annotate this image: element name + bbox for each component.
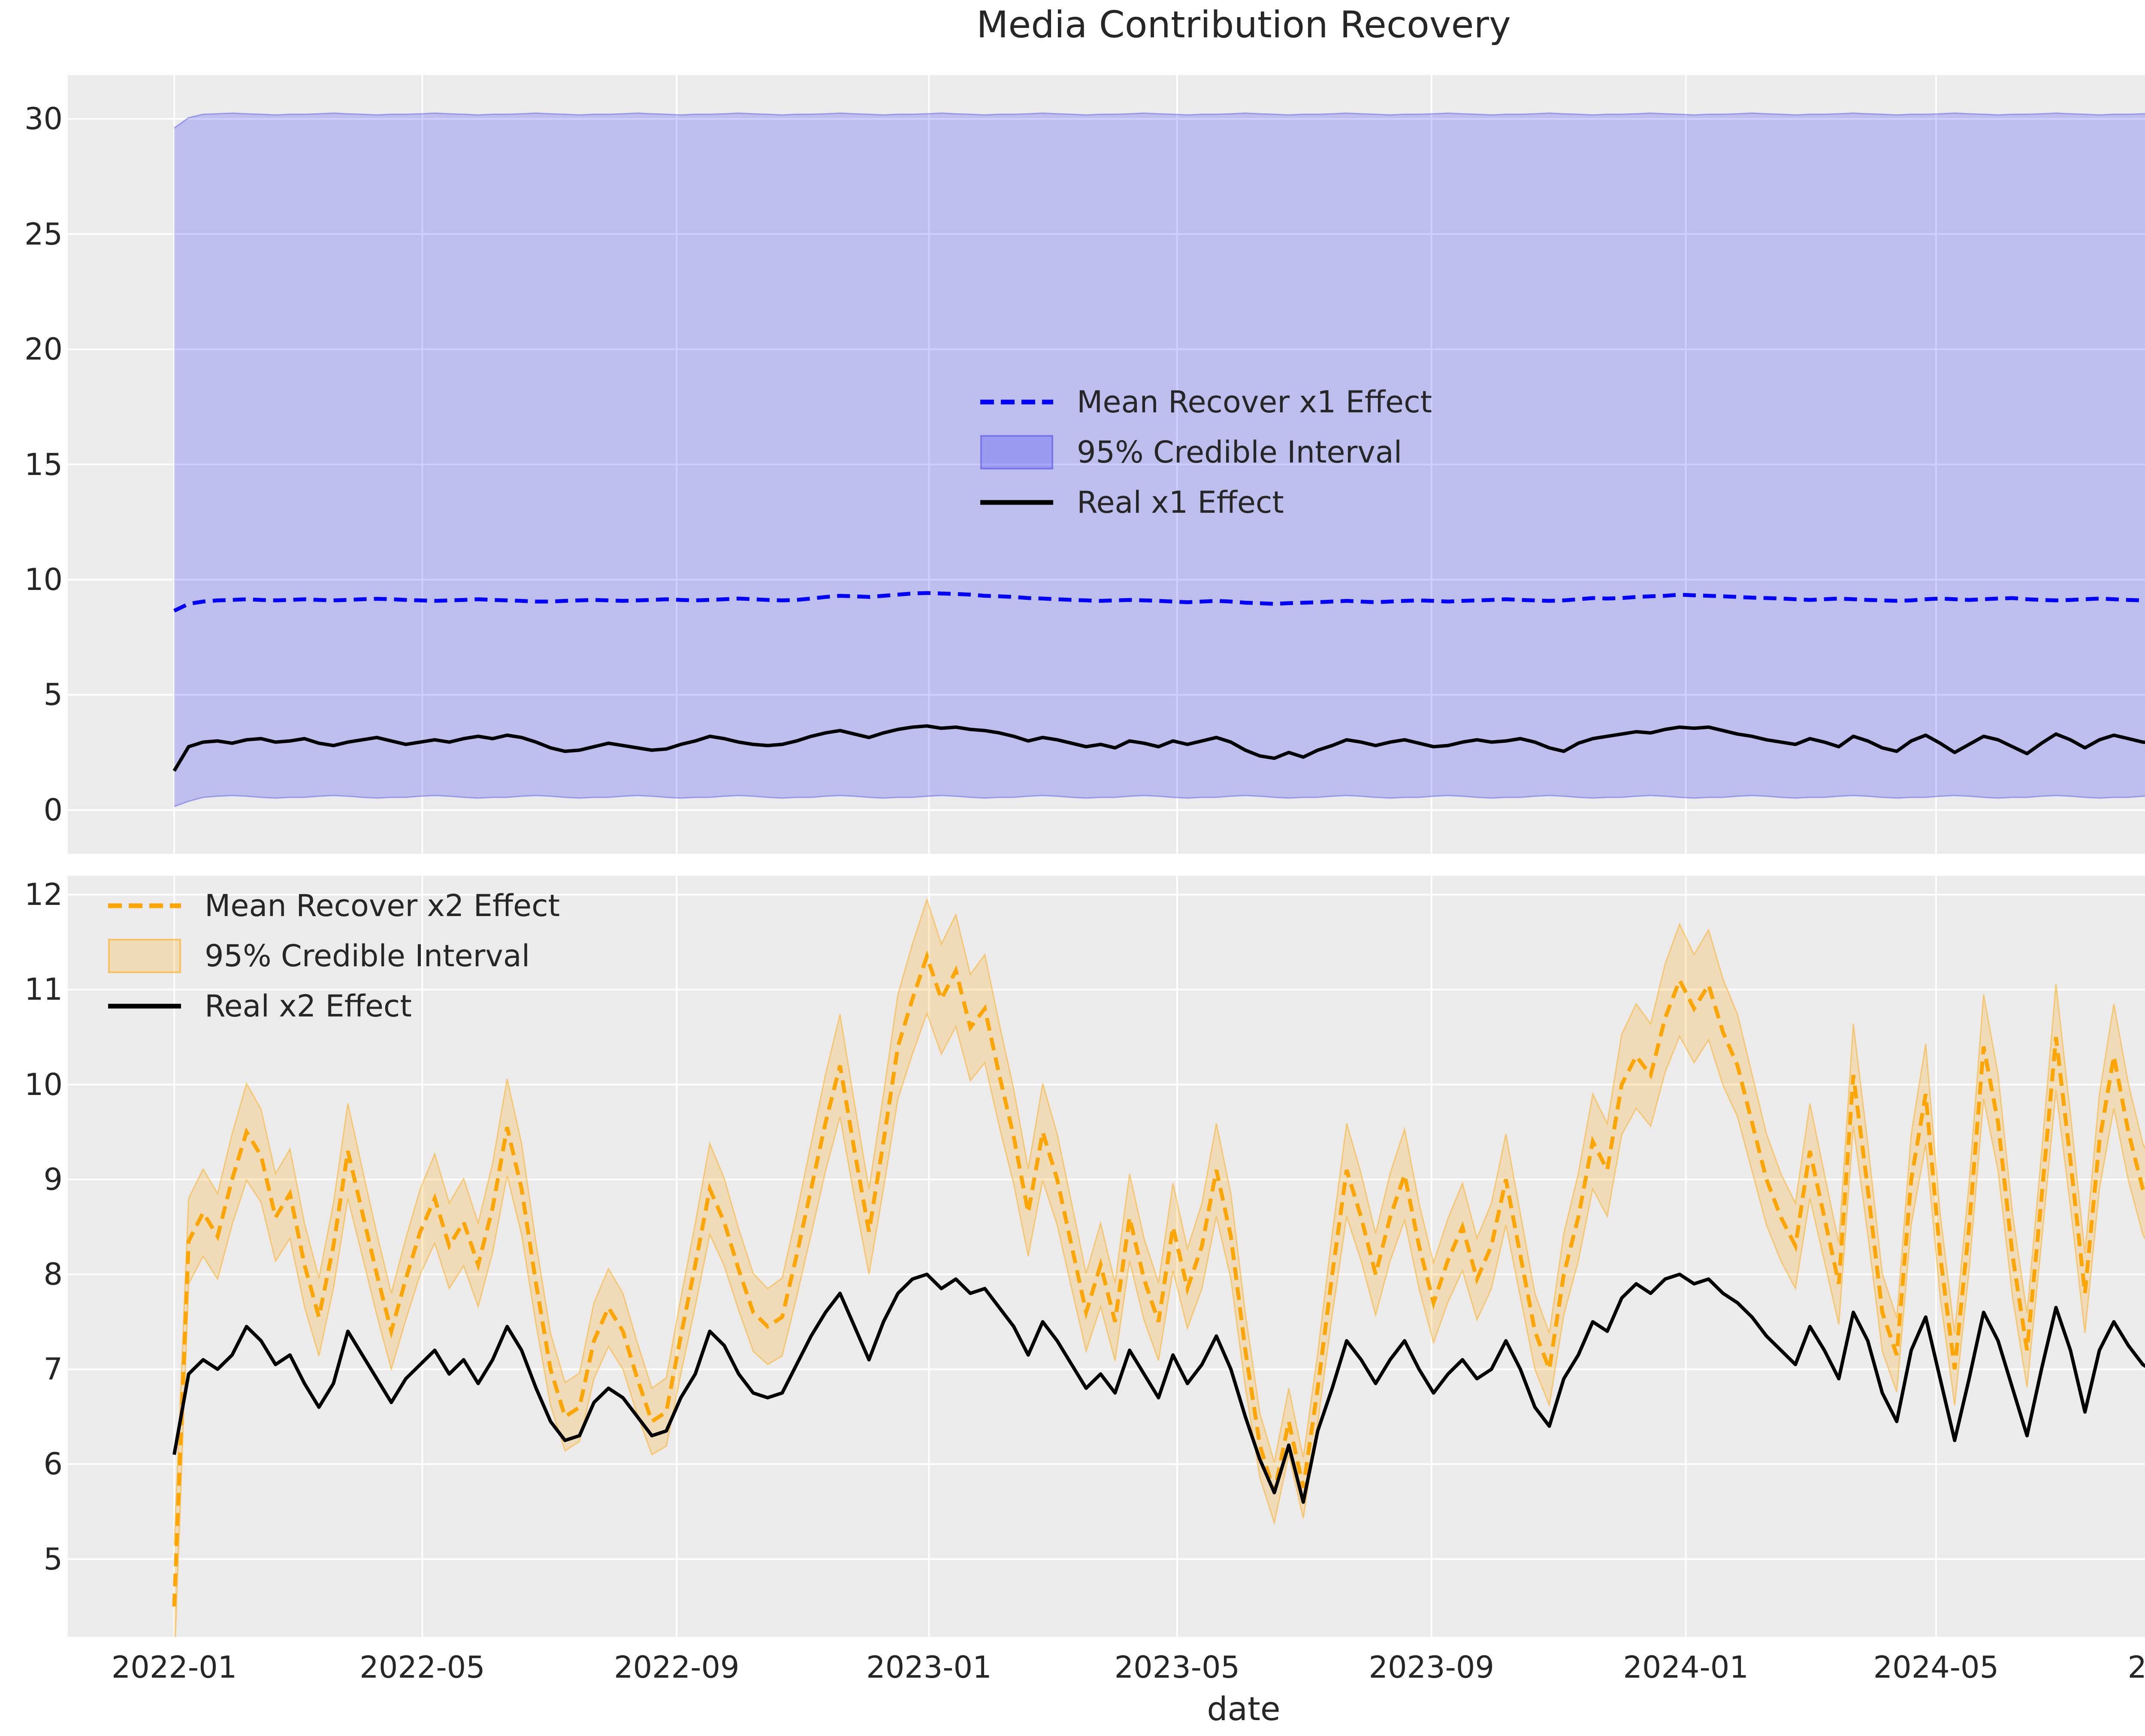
- x2-credible-band: [174, 899, 2145, 1637]
- x-tick-label: 2023-01: [866, 1650, 992, 1685]
- page-title: Media Contribution Recovery: [976, 3, 1511, 46]
- y-tick-label: 5: [43, 677, 63, 713]
- solid-line-marker-icon: [980, 499, 1053, 506]
- dashed-line-marker-icon: [108, 902, 181, 910]
- solid-line-marker-icon: [108, 1002, 181, 1010]
- legend-item-x2-ci: 95% Credible Interval: [108, 931, 560, 981]
- x1-real-line: [172, 724, 2145, 772]
- legend-item-x2-real: Real x2 Effect: [108, 981, 560, 1031]
- x-tick-label: 2023-09: [1369, 1650, 1494, 1685]
- x2-band-lower-edge: [175, 1011, 2145, 1637]
- legend-label: Mean Recover x1 Effect: [1077, 384, 1432, 420]
- x-tick-label: 2024-09: [2127, 1650, 2145, 1685]
- x2-real-line: [172, 1273, 2145, 1504]
- legend-item-x1-real: Real x1 Effect: [980, 477, 1432, 527]
- x2-band-upper-edge: [173, 897, 2145, 1545]
- y-tick-label: 30: [24, 101, 63, 137]
- band-patch-icon: [980, 435, 1053, 469]
- legend-label: Real x1 Effect: [1077, 484, 1284, 520]
- x-tick-label: 2024-01: [1623, 1650, 1749, 1685]
- y-tick-label: 6: [43, 1446, 63, 1482]
- y-tick-label: 7: [43, 1352, 63, 1387]
- x1-band-lower-edge: [174, 795, 2145, 808]
- x-tick-label: 2024-05: [1873, 1650, 1999, 1685]
- y-tick-label: 20: [24, 332, 63, 367]
- y-tick-label: 0: [43, 792, 63, 828]
- y-tick-label: 25: [24, 216, 63, 252]
- x2-mean-line: [172, 950, 2145, 1607]
- legend-label: 95% Credible Interval: [205, 938, 530, 974]
- x-tick-label: 2022-01: [111, 1650, 237, 1685]
- y-tick-label: 11: [24, 972, 63, 1007]
- x1-credible-band: [174, 113, 2145, 807]
- legend-item-x1-mean: Mean Recover x1 Effect: [980, 377, 1432, 427]
- x-tick-label: 2023-05: [1114, 1650, 1240, 1685]
- legend-x1: Mean Recover x1 Effect 95% Credible Inte…: [980, 377, 1432, 527]
- legend-item-x1-ci: 95% Credible Interval: [980, 427, 1432, 477]
- band-patch-icon: [108, 938, 181, 973]
- x-tick-label: 2022-05: [360, 1650, 485, 1685]
- y-tick-label: 10: [24, 1067, 63, 1102]
- legend-label: 95% Credible Interval: [1077, 434, 1402, 470]
- legend-item-x2-mean: Mean Recover x2 Effect: [108, 880, 560, 931]
- dashed-line-marker-icon: [980, 398, 1053, 406]
- x1-mean-line: [173, 591, 2145, 613]
- x-axis-label: date: [1207, 1690, 1281, 1728]
- legend-label: Real x2 Effect: [205, 988, 412, 1024]
- y-tick-label: 9: [43, 1161, 63, 1197]
- legend-label: Mean Recover x2 Effect: [205, 888, 560, 923]
- y-tick-label: 5: [43, 1541, 63, 1577]
- y-tick-label: 15: [24, 447, 63, 482]
- y-tick-label: 12: [24, 877, 63, 913]
- y-tick-label: 10: [24, 562, 63, 597]
- legend-x2: Mean Recover x2 Effect 95% Credible Inte…: [108, 880, 560, 1031]
- y-tick-label: 8: [43, 1257, 63, 1292]
- x-tick-label: 2022-09: [614, 1650, 740, 1685]
- x1-band-upper-edge: [174, 112, 2145, 129]
